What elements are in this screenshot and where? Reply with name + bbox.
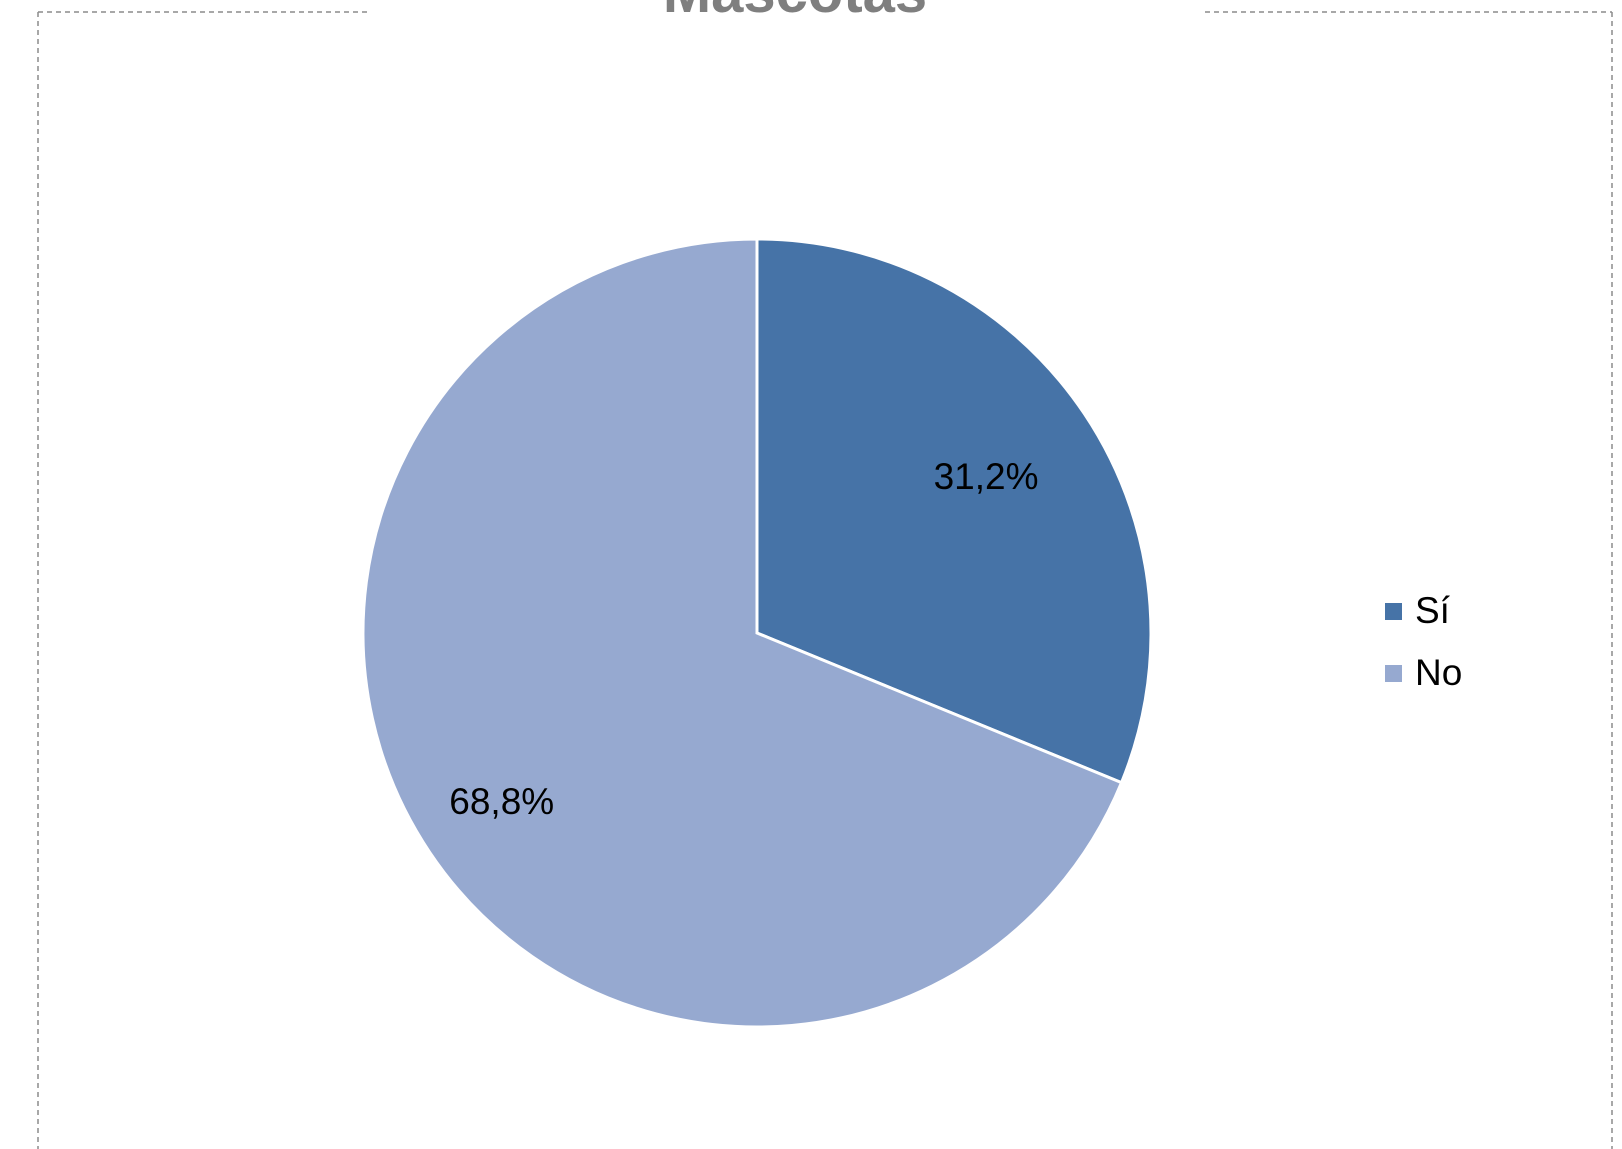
legend-item-si: Sí <box>1385 580 1462 642</box>
legend-swatch <box>1385 602 1402 620</box>
legend-label: Sí <box>1415 590 1450 631</box>
legend-label: No <box>1415 652 1463 693</box>
pie-slice-no <box>361 237 1124 1029</box>
pie-chart <box>361 237 1153 1029</box>
chart-legend: Sí No <box>1385 580 1462 704</box>
pie-slice-si <box>755 237 1153 785</box>
chart-title: Mascotas <box>395 0 1195 28</box>
pie-data-labels: 31,2% 68,8% <box>449 456 1038 822</box>
legend-item-no: No <box>1385 642 1462 704</box>
pie-label-no: 68,8% <box>449 781 554 822</box>
legend-swatch <box>1385 664 1402 682</box>
pie-label-si: 31,2% <box>934 456 1039 497</box>
